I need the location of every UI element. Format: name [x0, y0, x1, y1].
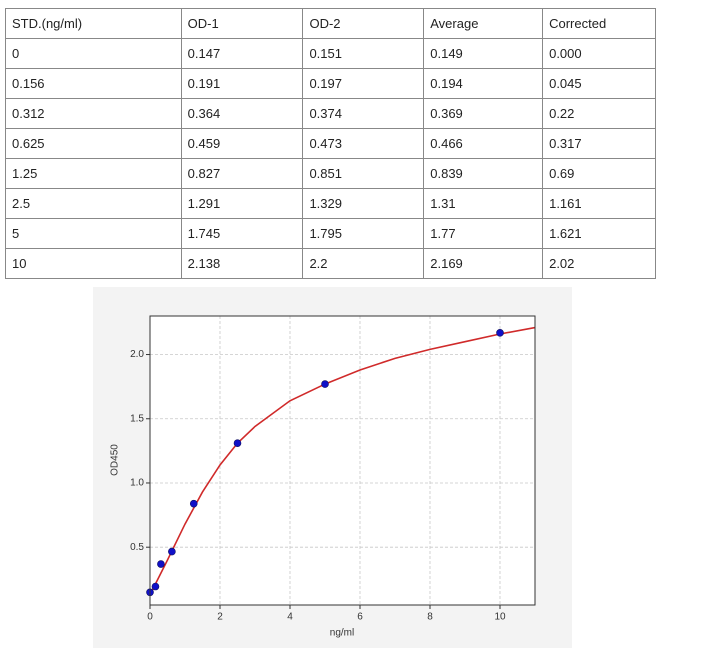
table-cell: 0.197 — [302, 68, 425, 99]
table-cell: 1.795 — [302, 218, 425, 249]
table-cell: 1.329 — [302, 188, 425, 219]
data-point — [151, 582, 160, 591]
y-tick-label: 2.0 — [130, 349, 144, 360]
table-cell: 1.31 — [423, 188, 544, 219]
y-tick-label: 0.5 — [130, 542, 144, 553]
table-cell: 0.147 — [180, 38, 304, 69]
x-tick-label: 4 — [287, 612, 293, 623]
table-cell: 1.745 — [180, 218, 304, 249]
table-cell: 1.25 — [5, 158, 182, 189]
y-axis-label: OD450 — [110, 444, 121, 476]
fit-curve — [149, 326, 536, 596]
table-cell: 2.138 — [180, 248, 304, 279]
table-cell: 0.69 — [542, 158, 656, 189]
table-cell: OD-1 — [180, 8, 304, 39]
table-cell: 0.149 — [423, 38, 544, 69]
table-cell: 0.312 — [5, 98, 182, 129]
table-cell: 0.839 — [423, 158, 544, 189]
chart: 0 2 4 6 8 10 0.5 1.0 1.5 2.0 ng/ml OD450 — [93, 287, 572, 648]
table-row: 5 1.745 1.795 1.77 1.621 — [5, 218, 656, 249]
table-cell: 1.77 — [423, 218, 544, 249]
table-cell: 0.364 — [180, 98, 304, 129]
data-point — [189, 499, 198, 508]
data-point — [321, 380, 329, 388]
table-cell: Corrected — [542, 8, 656, 39]
table-cell: 0.473 — [302, 128, 425, 159]
table-cell: 0.191 — [180, 68, 304, 99]
table-cell: 2.169 — [423, 248, 544, 279]
x-tick-label: 2 — [217, 612, 223, 623]
data-table: STD.(ng/ml) OD-1 OD-2 Average Corrected 0 0.14… — [5, 8, 656, 279]
table-cell: OD-2 — [302, 8, 425, 39]
table-cell: 0.317 — [542, 128, 656, 159]
y-tick-label: 1.0 — [130, 478, 144, 489]
table-cell: 2.2 — [302, 248, 425, 279]
table-cell: 0.22 — [542, 98, 656, 129]
table-cell: 10 — [5, 248, 182, 279]
table-cell: 0.194 — [423, 68, 544, 99]
table-row: 0.156 0.191 0.197 0.194 0.045 — [5, 68, 656, 99]
table-cell: 0.156 — [5, 68, 182, 99]
axes-frame — [149, 315, 536, 606]
table-cell: 0.459 — [180, 128, 304, 159]
table-cell: 0.045 — [542, 68, 656, 99]
table-cell: 1.161 — [542, 188, 656, 219]
data-point — [168, 547, 176, 556]
table-cell: 0.625 — [5, 128, 182, 159]
table-cell: Average — [423, 8, 544, 39]
table-cell: 0.000 — [542, 38, 656, 69]
table-cell: 0.151 — [302, 38, 425, 69]
data-point — [157, 560, 165, 568]
table-cell: 0.369 — [423, 98, 544, 129]
data-point — [233, 439, 242, 447]
table-row: 0.312 0.364 0.374 0.369 0.22 — [5, 98, 656, 129]
y-tick-label: 1.5 — [130, 413, 144, 424]
table-cell: 0.466 — [423, 128, 544, 159]
table-cell: 2.02 — [542, 248, 656, 279]
data-point — [496, 329, 504, 337]
x-axis-label: ng/ml — [330, 628, 354, 639]
x-tick-label: 6 — [357, 612, 363, 623]
table-row: 1.25 0.827 0.851 0.839 0.69 — [5, 158, 656, 189]
table-row: 0.625 0.459 0.473 0.466 0.317 — [5, 128, 656, 159]
table-cell: STD.(ng/ml) — [5, 8, 182, 39]
table-cell: 5 — [5, 218, 182, 249]
x-tick-label: 8 — [427, 612, 433, 623]
table-row: STD.(ng/ml) OD-1 OD-2 Average Corrected — [5, 8, 656, 39]
table-cell: 0 — [5, 38, 182, 69]
table-row: 10 2.138 2.2 2.169 2.02 — [5, 248, 656, 279]
plot-area — [150, 316, 535, 605]
table-row: 0 0.147 0.151 0.149 0.000 — [5, 38, 656, 69]
table-cell: 2.5 — [5, 188, 182, 219]
table-cell: 1.291 — [180, 188, 304, 219]
table-cell: 1.621 — [542, 218, 656, 249]
table-cell: 0.851 — [302, 158, 425, 189]
x-tick-label: 0 — [147, 612, 153, 623]
table-row: 2.5 1.291 1.329 1.31 1.161 — [5, 188, 656, 219]
x-tick-label: 10 — [494, 612, 506, 623]
table-cell: 0.374 — [302, 98, 425, 129]
table-cell: 0.827 — [180, 158, 304, 189]
